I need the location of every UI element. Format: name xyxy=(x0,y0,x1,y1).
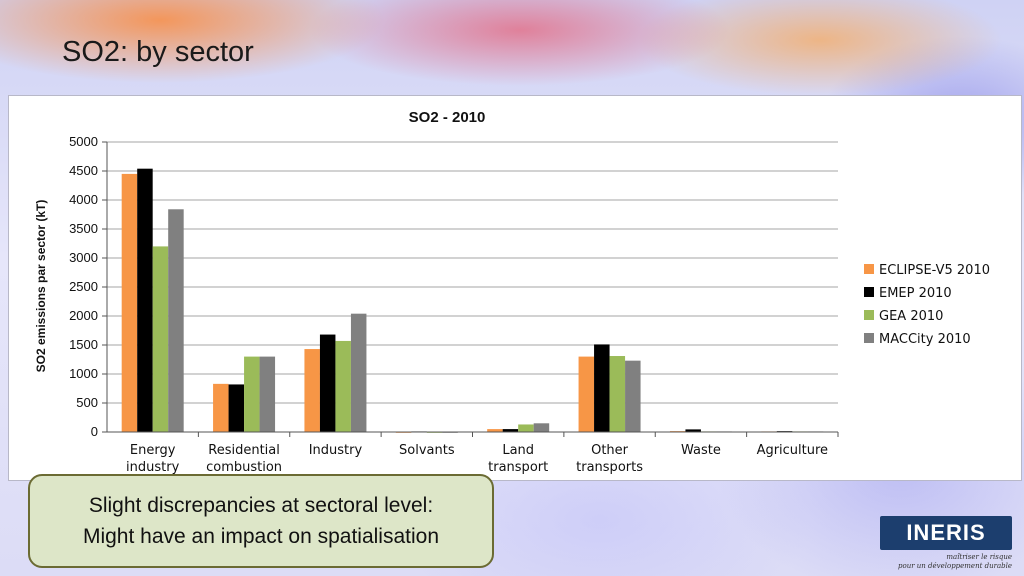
x-tick-label-0-1: industry xyxy=(126,460,180,475)
legend: ECLIPSE-V5 2010 EMEP 2010 GEA 2010 MACCity … xyxy=(864,263,990,347)
slide-title: SO2: by sector xyxy=(62,36,254,68)
x-tick-label-1-1: combustion xyxy=(206,460,282,475)
legend-label-gea: GEA 2010 xyxy=(879,309,943,324)
chart-title: SO2 - 2010 xyxy=(409,109,486,126)
bar-emep-6 xyxy=(685,429,701,432)
legend-swatch-emep xyxy=(864,287,874,297)
note-line-2: Might have an impact on spatialisation xyxy=(82,525,440,548)
ineris-logo: INERIS xyxy=(880,516,1012,550)
logo-tagline: maîtriser le risque pour un développemen… xyxy=(880,553,1012,571)
y-tick-label-3000: 3000 xyxy=(69,250,98,265)
x-tick-label-2-0: Industry xyxy=(309,443,363,458)
bar-emep-1 xyxy=(228,384,245,432)
legend-label-emep: EMEP 2010 xyxy=(879,286,952,301)
legend-swatch-gea xyxy=(864,310,874,320)
axes: 0 500 1000 1500 2000 2500 3000 3500 4000 4500 5000… xyxy=(69,134,839,475)
y-tick-label-4500: 4500 xyxy=(69,163,98,178)
bar-emep-0 xyxy=(137,168,153,432)
note-box: Slight discrepancies at sectoral level: … xyxy=(28,474,494,568)
bar-maccity-2 xyxy=(350,313,367,432)
y-tick-label-4000: 4000 xyxy=(69,192,98,207)
y-tick-label-2000: 2000 xyxy=(69,308,98,323)
logo-tagline-line-1: maîtriser le risque xyxy=(946,553,1012,561)
bar-emep-4 xyxy=(502,429,519,432)
x-tick-label-5-0: Other xyxy=(591,443,629,458)
bar-maccity-4 xyxy=(533,423,550,432)
y-tick-label-1500: 1500 xyxy=(69,337,98,352)
bar-gea-2 xyxy=(335,340,351,432)
logo-tagline-line-2: pour un développement durable xyxy=(898,562,1012,570)
bar-gea-4 xyxy=(518,424,534,432)
bar-eclipse-1 xyxy=(213,383,229,432)
x-tick-label-0-0: Energy xyxy=(130,443,176,458)
x-tick-label-7-0: Agriculture xyxy=(757,443,829,458)
y-tick-label-500: 500 xyxy=(76,395,98,410)
legend-swatch-eclipse xyxy=(864,264,874,274)
bar-gea-0 xyxy=(152,246,169,432)
bar-emep-2 xyxy=(319,334,336,432)
x-tick-label-3-0: Solvants xyxy=(399,443,455,458)
x-tick-label-4-1: transport xyxy=(488,460,548,475)
note-line-1: Slight discrepancies at sectoral level: xyxy=(88,493,434,517)
bar-emep-5 xyxy=(594,344,610,432)
y-axis-label: SO2 emissions par sector (kT) xyxy=(34,200,48,373)
bar-eclipse-5 xyxy=(578,356,595,432)
so2-sector-chart: SO2 - 2010 0 500 1000 1500 2000 2500 3000 3500 4… xyxy=(34,109,990,475)
chart-panel: SO2 - 2010 0 500 1000 1500 2000 2500 3000 3500 4… xyxy=(8,95,1022,481)
bars xyxy=(121,168,824,433)
y-tick-label-3500: 3500 xyxy=(69,221,98,236)
x-tick-label-6-0: Waste xyxy=(681,443,721,458)
bar-eclipse-2 xyxy=(304,349,320,432)
legend-label-eclipse: ECLIPSE-V5 2010 xyxy=(879,263,990,278)
x-tick-label-4-0: Land xyxy=(502,443,534,458)
x-tick-label-1-0: Residential xyxy=(208,443,280,458)
bar-gea-1 xyxy=(244,356,260,432)
x-tick-label-5-1: transports xyxy=(576,460,643,475)
bar-maccity-1 xyxy=(259,356,276,432)
bar-maccity-0 xyxy=(168,209,184,432)
y-tick-label-0: 0 xyxy=(91,424,98,439)
y-tick-label-1000: 1000 xyxy=(69,366,98,381)
y-tick-label-5000: 5000 xyxy=(69,134,98,149)
legend-label-maccity: MACCity 2010 xyxy=(879,332,971,347)
bar-eclipse-4 xyxy=(487,429,503,432)
y-tick-label-2500: 2500 xyxy=(69,279,98,294)
bar-eclipse-0 xyxy=(121,173,138,432)
bar-gea-5 xyxy=(609,356,626,432)
bar-maccity-5 xyxy=(625,360,641,432)
legend-swatch-maccity xyxy=(864,333,874,343)
